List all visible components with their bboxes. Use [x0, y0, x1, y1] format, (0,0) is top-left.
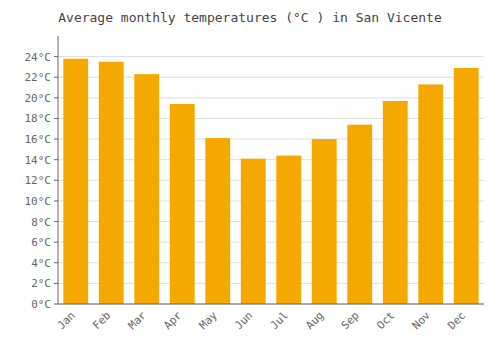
x-axis-line: [58, 304, 484, 305]
bar: [418, 84, 443, 304]
bar: [99, 62, 124, 304]
x-tick-label: Aug: [303, 309, 326, 332]
y-tick: [54, 97, 58, 98]
x-tick-label: Mar: [126, 309, 150, 333]
y-tick: [54, 262, 58, 263]
y-tick-label: 22°C: [25, 71, 52, 84]
bar: [241, 159, 266, 304]
y-tick-label: 18°C: [25, 112, 52, 125]
bar: [383, 101, 408, 304]
bar: [63, 59, 88, 304]
y-tick-label: 14°C: [25, 154, 52, 167]
y-tick-label: 10°C: [25, 195, 52, 208]
title: Average monthly temperatures (°C ) in Sa…: [58, 10, 442, 25]
y-tick: [54, 118, 58, 119]
y-tick: [54, 242, 58, 243]
x-tick-label: Jul: [268, 309, 291, 332]
y-tick: [54, 180, 58, 181]
x-tick-label: Dec: [445, 309, 468, 332]
y-ticks: 0°C 2°C 4°C 6°C 8°C 10°C 12°C 14°C 16°C 18°C 20°C 2…: [25, 51, 59, 311]
y-tick: [54, 304, 58, 305]
x-tick-label: Apr: [161, 309, 185, 333]
bar: [134, 74, 159, 304]
y-tick: [54, 139, 58, 140]
bar: [170, 104, 195, 304]
x-tick-label: Jun: [232, 309, 255, 332]
y-tick-label: 16°C: [25, 133, 52, 146]
y-tick: [54, 200, 58, 201]
bar: [347, 125, 372, 304]
y-tick-label: 20°C: [25, 92, 52, 105]
bar: [205, 138, 230, 304]
bars: [63, 59, 478, 304]
x-tick-label: Oct: [374, 309, 397, 332]
grid-line: [58, 56, 484, 57]
chart-svg: Average monthly temperatures (°C ) in Sa…: [0, 0, 500, 350]
x-ticks: Jan Feb Mar Apr May Jun Jul Aug Sep Oct Nov Dec: [55, 309, 469, 333]
y-tick-label: 8°C: [31, 216, 51, 229]
y-tick-label: 0°C: [31, 298, 51, 311]
grid-line: [58, 304, 484, 305]
bar: [276, 156, 301, 304]
x-tick-label: May: [197, 309, 221, 333]
bar: [312, 139, 337, 304]
x-tick-label: Jan: [55, 309, 78, 332]
y-tick: [54, 56, 58, 57]
chart-container: Average monthly temperatures (°C ) in Sa…: [0, 0, 500, 350]
grid: [58, 57, 484, 304]
y-tick: [54, 159, 58, 160]
y-tick: [54, 283, 58, 284]
y-tick-label: 2°C: [31, 277, 51, 290]
y-tick-label: 4°C: [31, 257, 51, 270]
x-tick-label: Sep: [339, 309, 362, 332]
y-tick-label: 6°C: [31, 236, 51, 249]
y-tick-label: 24°C: [25, 51, 52, 64]
y-tick: [54, 77, 58, 78]
y-tick-label: 12°C: [25, 174, 52, 187]
x-tick-label: Feb: [90, 309, 113, 332]
y-tick: [54, 221, 58, 222]
x-tick-label: Nov: [410, 309, 434, 333]
bar: [454, 68, 479, 304]
y-axis-line: [58, 36, 59, 304]
